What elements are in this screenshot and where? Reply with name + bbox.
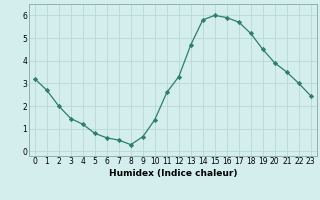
- X-axis label: Humidex (Indice chaleur): Humidex (Indice chaleur): [108, 169, 237, 178]
